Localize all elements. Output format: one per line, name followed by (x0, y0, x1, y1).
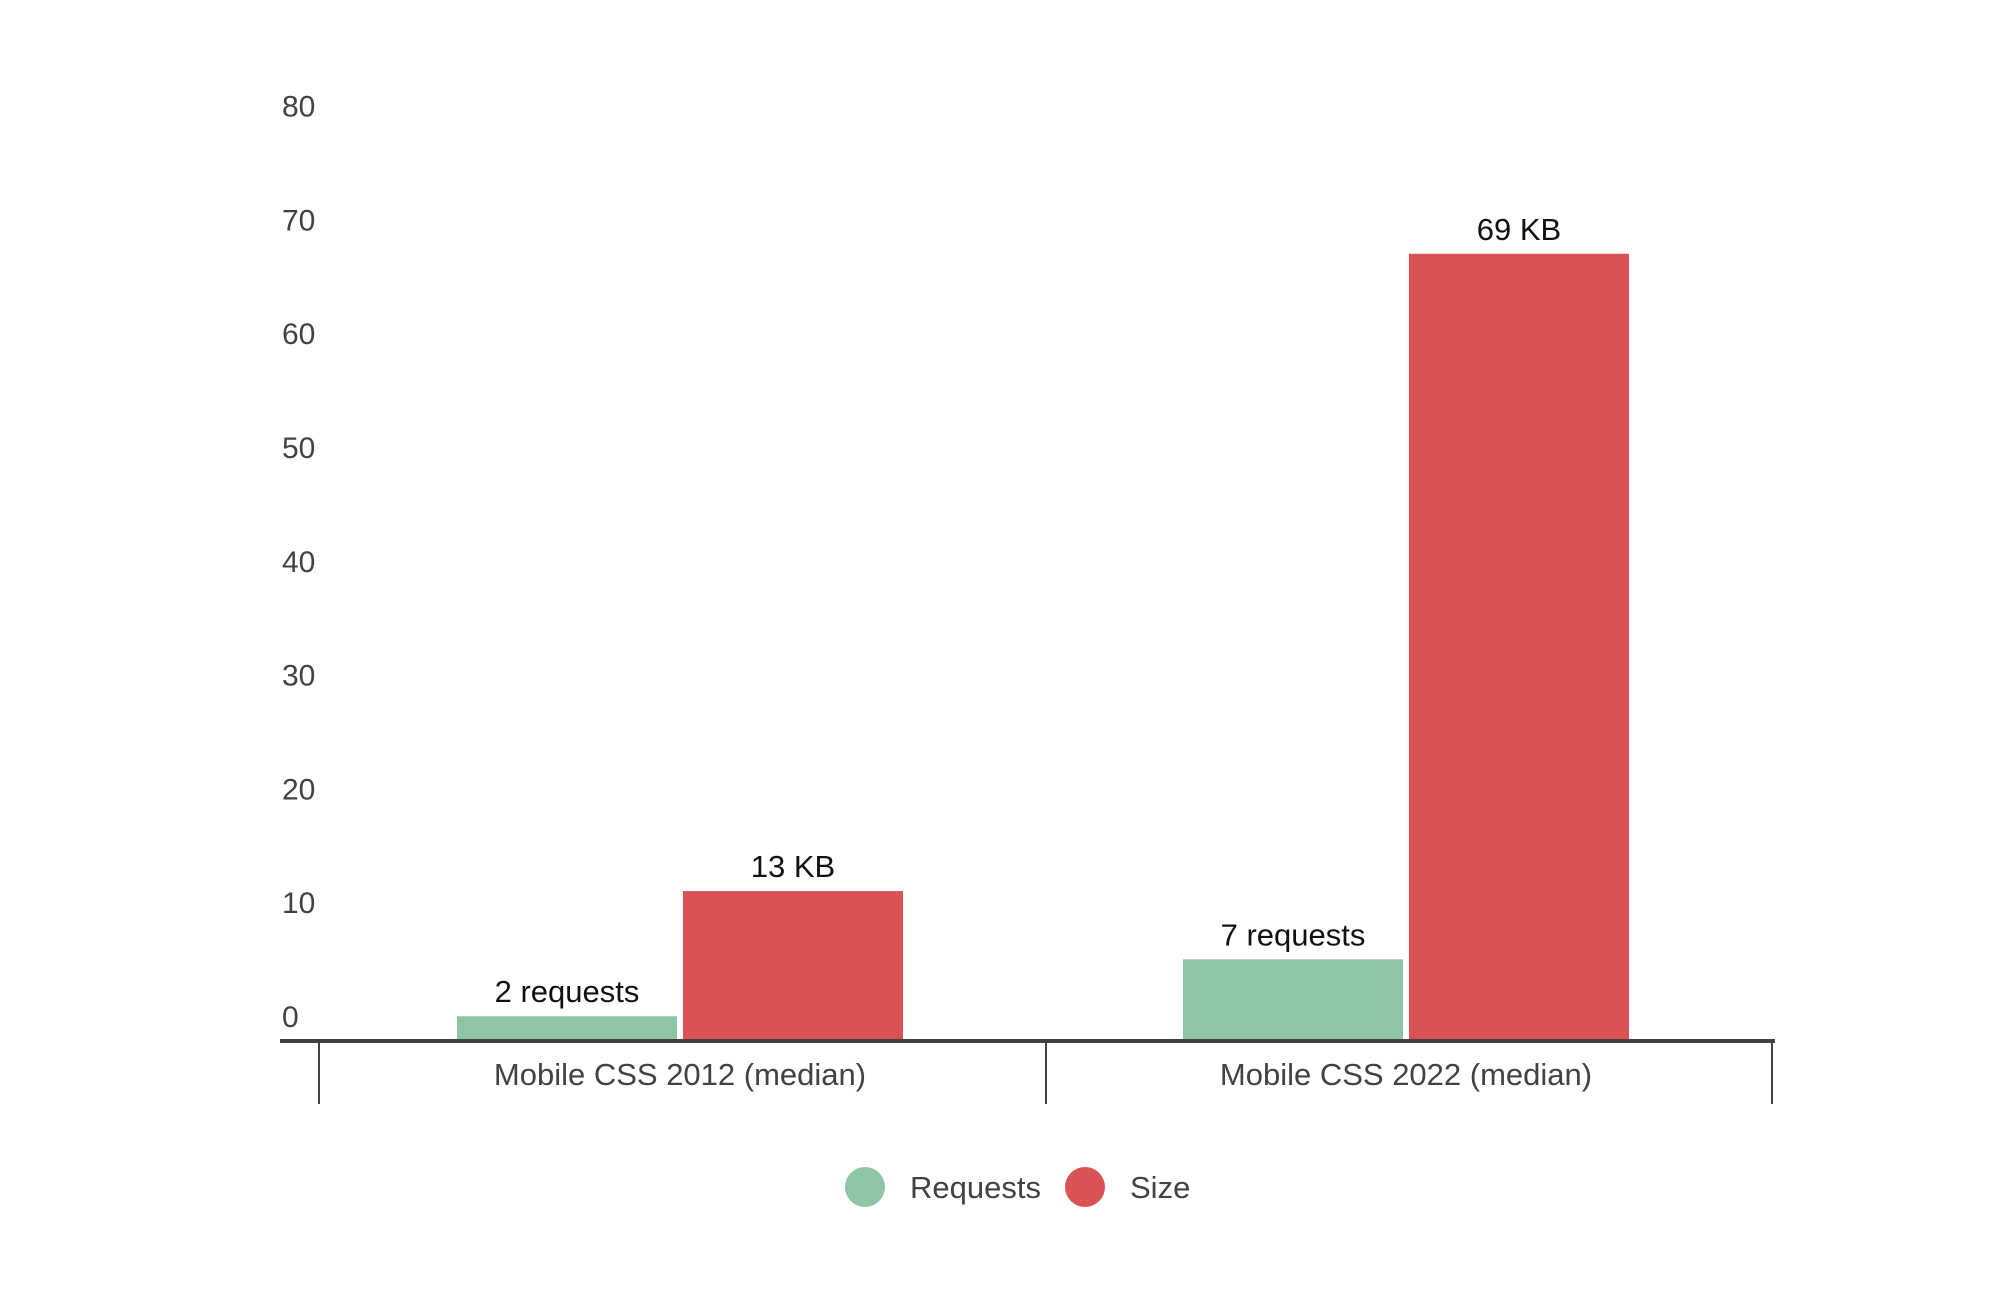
y-tick-label: 70 (282, 204, 315, 237)
category-label: Mobile CSS 2022 (median) (1220, 1057, 1592, 1092)
bars (457, 253, 1629, 1039)
bar-requests-1 (1183, 959, 1403, 1039)
y-tick-label: 0 (282, 1001, 299, 1034)
legend-marker-requests (845, 1167, 885, 1207)
category-labels: Mobile CSS 2012 (median) Mobile CSS 2022 … (494, 1057, 1592, 1092)
bar-requests-0 (457, 1016, 677, 1039)
y-tick-label: 30 (282, 660, 315, 693)
y-tick-label: 50 (282, 432, 315, 465)
legend-marker-size (1065, 1167, 1105, 1207)
data-label: 13 KB (751, 849, 835, 884)
data-label: 69 KB (1477, 212, 1561, 247)
y-tick-label: 40 (282, 546, 315, 579)
y-tick-label: 60 (282, 318, 315, 351)
legend-label: Requests (910, 1170, 1041, 1205)
category-label: Mobile CSS 2012 (median) (494, 1057, 866, 1092)
y-tick-label: 80 (282, 91, 315, 124)
data-label: 7 requests (1221, 917, 1366, 952)
bar-size-1 (1409, 253, 1629, 1039)
category-ticks (318, 1041, 1773, 1104)
legend-label: Size (1130, 1170, 1190, 1205)
bar-size-0 (683, 891, 903, 1039)
data-label: 2 requests (495, 974, 640, 1009)
y-tick-label: 10 (282, 887, 315, 920)
y-tick-label: 20 (282, 773, 315, 806)
legend: Requests Size (845, 1167, 1190, 1207)
y-axis-ticks: 0 10 20 30 40 50 60 70 80 (282, 91, 315, 1034)
data-labels: 2 requests 7 requests 13 KB 69 KB (495, 212, 1562, 1009)
